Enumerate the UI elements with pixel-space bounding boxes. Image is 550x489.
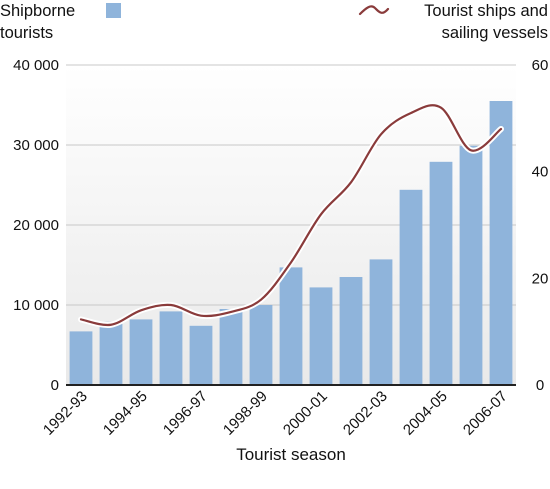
y-right-tick-label: 40 bbox=[532, 164, 549, 181]
bar-1998-99 bbox=[249, 305, 273, 385]
bar-2004-05 bbox=[429, 161, 453, 385]
x-tick-label: 1996-97 bbox=[160, 388, 211, 439]
x-tick-label: 1992-93 bbox=[40, 388, 91, 439]
x-tick-label: 2000-01 bbox=[280, 388, 331, 439]
y-left-tick-label: 10 000 bbox=[13, 297, 59, 314]
bar-1992-93 bbox=[69, 331, 93, 385]
x-tick-label: 1998-99 bbox=[220, 388, 271, 439]
bar-2005-06 bbox=[459, 145, 483, 385]
y-right-tick-label: 0 bbox=[536, 377, 544, 394]
x-tick-label: 2006-07 bbox=[460, 388, 511, 439]
y-left-tick-label: 40 000 bbox=[13, 57, 59, 74]
y-left-tick-label: 30 000 bbox=[13, 137, 59, 154]
bar-1993-94 bbox=[99, 321, 123, 385]
bar-2001-02 bbox=[339, 277, 363, 385]
legend-label-line: Tourist ships and bbox=[424, 2, 548, 20]
legend-swatch-bars bbox=[106, 3, 121, 18]
bar-2000-01 bbox=[309, 287, 333, 385]
legend-label-line: sailing vessels bbox=[442, 24, 548, 42]
bar-1994-95 bbox=[129, 319, 153, 385]
legend-label-bars: Shipborne bbox=[0, 2, 75, 20]
x-tick-label: 2002-03 bbox=[340, 388, 391, 439]
x-tick-label: 1994-95 bbox=[100, 388, 151, 439]
y-left-tick-label: 20 000 bbox=[13, 217, 59, 234]
x-tick-label: 2004-05 bbox=[400, 388, 451, 439]
bar-1995-96 bbox=[159, 311, 183, 385]
bar-1997-98 bbox=[219, 309, 243, 385]
x-axis-title: Tourist season bbox=[236, 445, 346, 464]
bar-1999-00 bbox=[279, 267, 303, 385]
y-right-tick-label: 20 bbox=[532, 270, 549, 287]
bar-2003-04 bbox=[399, 189, 423, 385]
bar-2002-03 bbox=[369, 259, 393, 385]
bar-2006-07 bbox=[489, 101, 513, 385]
legend-swatch-line bbox=[358, 5, 390, 16]
y-right-tick-label: 60 bbox=[532, 57, 549, 74]
y-left-tick-label: 0 bbox=[51, 377, 59, 394]
bar-1996-97 bbox=[189, 325, 213, 385]
legend-label-bars: tourists bbox=[0, 24, 53, 42]
